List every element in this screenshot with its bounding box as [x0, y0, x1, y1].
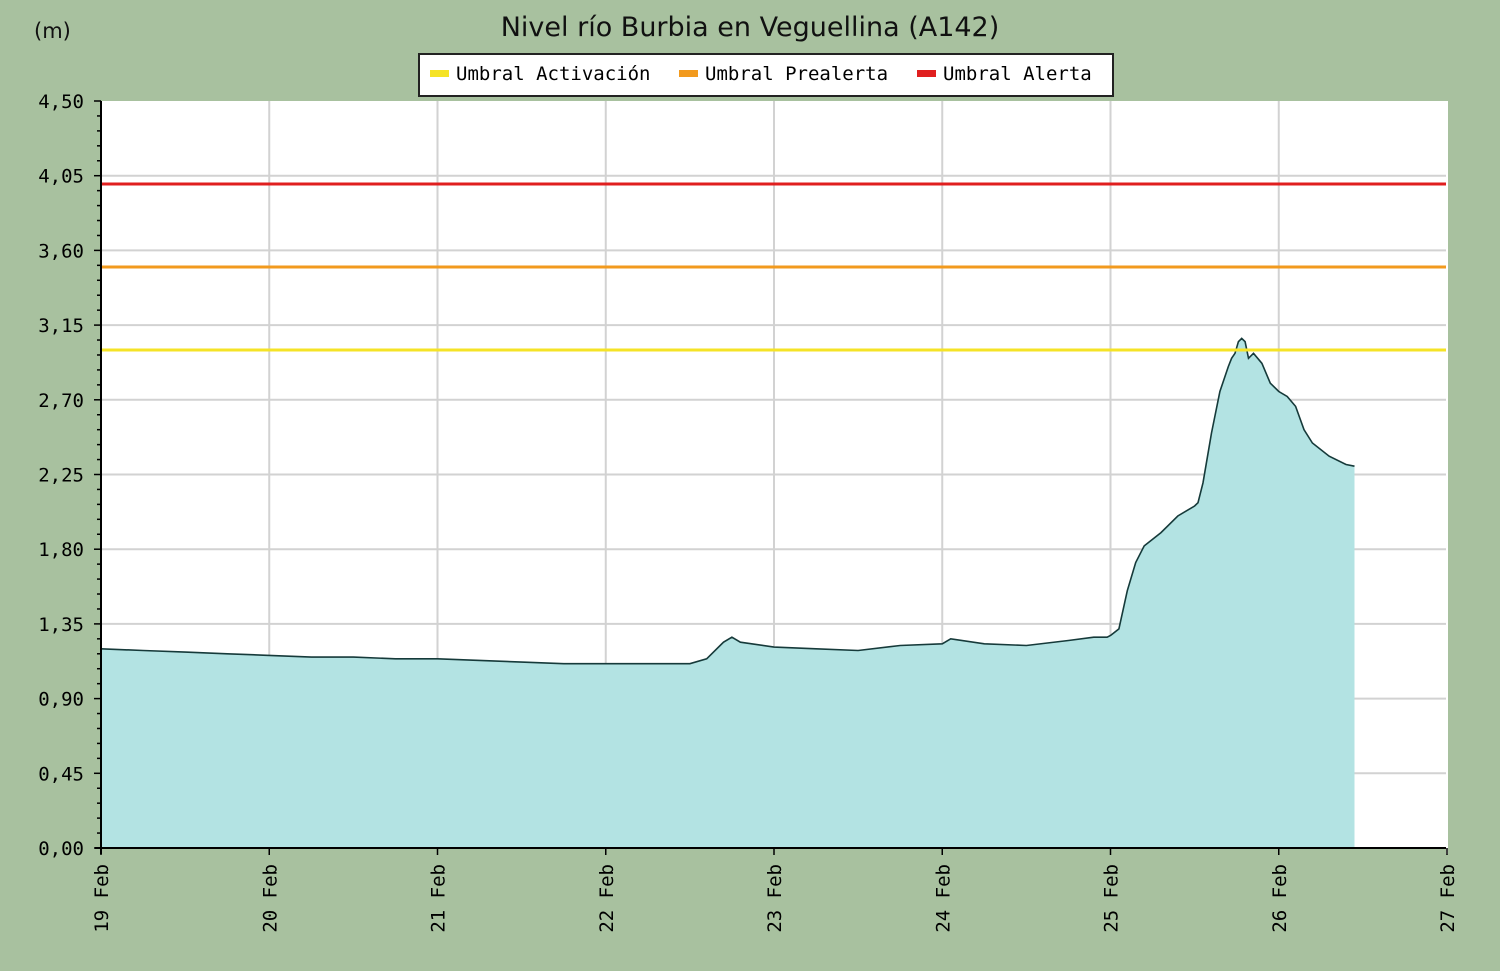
y-tick-label: 1,35 [38, 614, 84, 636]
y-tick-label: 0,00 [38, 838, 84, 860]
x-tick-label: 22 Feb [596, 864, 618, 933]
y-tick-label: 3,15 [38, 315, 84, 337]
legend: Umbral Activación Umbral Prealerta Umbral … [418, 53, 1114, 97]
x-tick-label: 25 Feb [1101, 864, 1123, 933]
x-tick-label: 23 Feb [764, 864, 786, 933]
axes [94, 100, 1448, 855]
x-tick-label: 26 Feb [1269, 864, 1291, 933]
y-tick-label: 0,45 [38, 763, 84, 785]
y-tick-label: 2,70 [38, 390, 84, 412]
chart-title: Nivel río Burbia en Veguellina (A142) [501, 12, 1000, 43]
y-axis-unit: (m) [34, 19, 71, 43]
x-tick-label: 21 Feb [428, 864, 450, 933]
y-tick-labels: 4,50 4,05 3,60 3,15 2,70 2,25 1,80 1,35 0,90 0,45… [38, 91, 84, 860]
legend-label: Umbral Alerta [943, 63, 1092, 85]
y-tick-label: 1,80 [38, 539, 84, 561]
threshold-lines [101, 182, 1447, 352]
series-area [100, 337, 1355, 848]
y-tick-label: 4,50 [38, 91, 84, 113]
series-line [100, 337, 1355, 665]
legend-label: Umbral Prealerta [705, 63, 888, 85]
series-fill [101, 338, 1355, 848]
y-tick-label: 3,60 [38, 240, 84, 262]
y-tick-label: 2,25 [38, 465, 84, 487]
x-tick-label: 19 Feb [91, 864, 113, 933]
legend-swatch [917, 70, 936, 77]
x-tick-label: 20 Feb [259, 864, 281, 933]
y-tick-label: 0,90 [38, 689, 84, 711]
y-tick-label: 4,05 [38, 166, 84, 188]
legend-swatch [679, 70, 698, 77]
x-tick-label: 27 Feb [1437, 864, 1459, 933]
x-tick-label: 24 Feb [932, 864, 954, 933]
legend-label: Umbral Activación [456, 63, 650, 85]
x-tick-labels: 19 Feb 20 Feb 21 Feb 22 Feb 23 Feb 24 Feb 25 F… [91, 864, 1459, 933]
legend-swatch [430, 70, 449, 77]
legend-box [418, 53, 1114, 97]
